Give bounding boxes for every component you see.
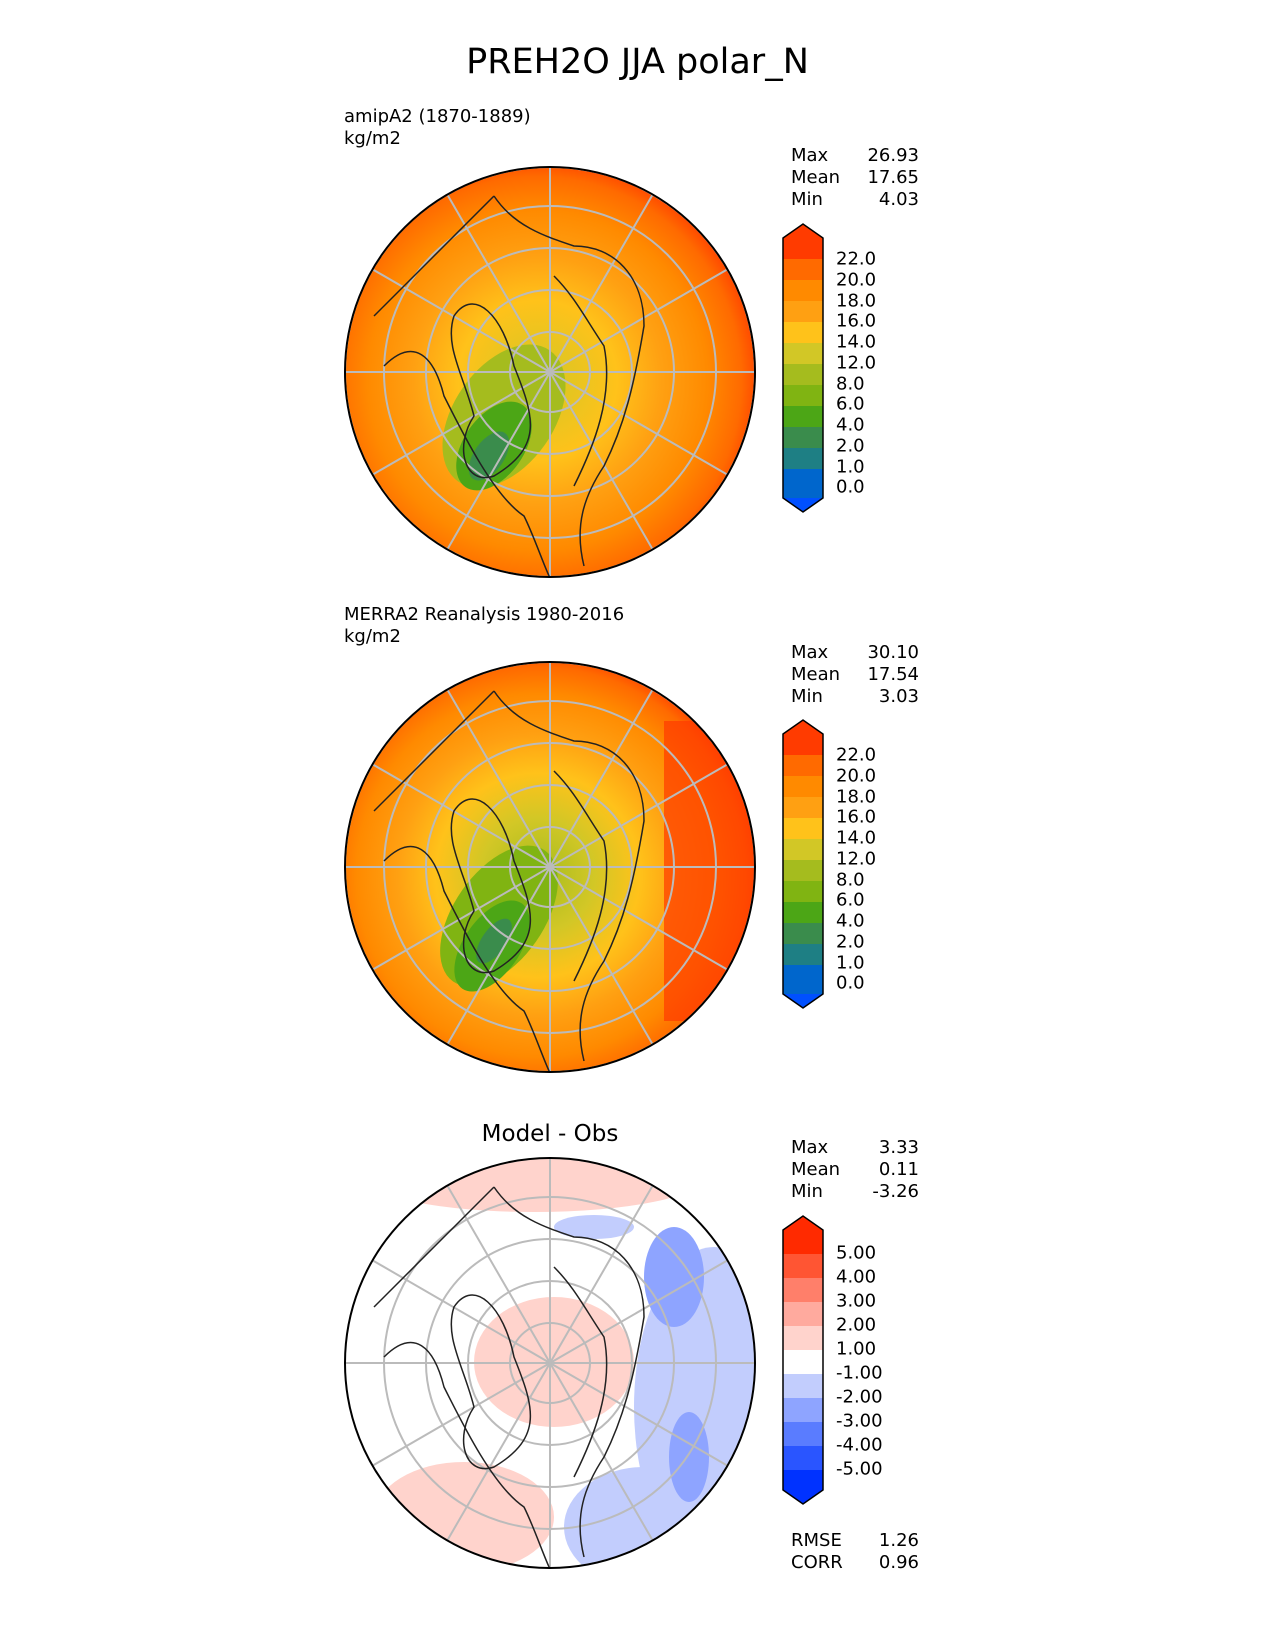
stat-value: 17.54 (867, 664, 919, 685)
stat-label: Mean (791, 664, 841, 685)
colorbar-tick: 14.0 (836, 331, 877, 353)
stat-label: Min (791, 1181, 823, 1202)
colorbar-tick: 4.0 (836, 910, 865, 932)
stat-label: Max (791, 1137, 829, 1158)
panel-2-label: MERRA2 Reanalysis 1980-2016 (344, 604, 625, 625)
panel-1-label: amipA2 (1870-1889) (344, 106, 531, 127)
colorbar-tick: -4.00 (836, 1434, 883, 1456)
colorbar-tick: 0.0 (836, 972, 865, 994)
panel-1-colorbar (782, 223, 824, 513)
stat-value: 26.93 (867, 145, 919, 166)
colorbar-tick: 2.0 (836, 931, 865, 953)
colorbar-tick: 1.00 (836, 1338, 877, 1360)
colorbar-tick: 6.0 (836, 889, 865, 911)
panel-3-metrics: RMSE 1.26 CORR 0.96 (791, 1530, 919, 1574)
colorbar-tick: 2.00 (836, 1314, 877, 1336)
stat-label: Min (791, 189, 823, 210)
colorbar-tick: 16.0 (836, 806, 877, 828)
stat-label: Min (791, 686, 823, 707)
colorbar-tick: 14.0 (836, 827, 877, 849)
panel-2-units: kg/m2 (344, 626, 401, 647)
colorbar-tick: 2.0 (836, 435, 865, 457)
panel-1-stats: Max 26.93 Mean 17.65 Min 4.03 (791, 145, 919, 211)
metric-label: RMSE (791, 1530, 842, 1551)
figure-title: PREH2O JJA polar_N (466, 42, 809, 82)
panel-2-stats: Max 30.10 Mean 17.54 Min 3.03 (791, 642, 919, 708)
colorbar-tick: 22.0 (836, 248, 877, 270)
stat-label: Max (791, 642, 829, 663)
stat-label: Mean (791, 167, 841, 188)
colorbar-tick: 20.0 (836, 269, 877, 291)
colorbar-tick: 4.00 (836, 1266, 877, 1288)
stat-value: 0.11 (878, 1159, 919, 1180)
colorbar-tick: 8.0 (836, 373, 865, 395)
colorbar-tick: 0.0 (836, 476, 865, 498)
panel-1-units: kg/m2 (344, 128, 401, 149)
colorbar-tick: 20.0 (836, 765, 877, 787)
panel-3-colorbar (782, 1215, 824, 1505)
colorbar-tick: 16.0 (836, 310, 877, 332)
colorbar-tick: 22.0 (836, 744, 877, 766)
panel-3-title: Model - Obs (481, 1121, 619, 1147)
colorbar-tick: 18.0 (836, 786, 877, 808)
colorbar-tick: 8.0 (836, 869, 865, 891)
panel-3-polar-map (344, 1157, 756, 1569)
colorbar-tick: -1.00 (836, 1362, 883, 1384)
metric-label: CORR (791, 1552, 843, 1573)
colorbar-tick: -3.00 (836, 1410, 883, 1432)
metric-value: 1.26 (878, 1530, 919, 1551)
metric-value: 0.96 (878, 1552, 919, 1573)
stat-value: 30.10 (867, 642, 919, 663)
stat-label: Mean (791, 1159, 841, 1180)
colorbar-tick: 18.0 (836, 290, 877, 312)
colorbar-tick: 5.00 (836, 1242, 877, 1264)
colorbar-tick: -2.00 (836, 1386, 883, 1408)
panel-3-stats: Max 3.33 Mean 0.11 Min -3.26 (791, 1137, 919, 1203)
colorbar-tick: 4.0 (836, 414, 865, 436)
colorbar-tick: 12.0 (836, 352, 877, 374)
colorbar-tick: 3.00 (836, 1290, 877, 1312)
panel-1-polar-map (344, 166, 756, 578)
panel-2-colorbar (782, 719, 824, 1009)
stat-value: -3.26 (872, 1181, 919, 1202)
stat-value: 4.03 (878, 189, 919, 210)
panel-2-polar-map (344, 661, 756, 1073)
stat-label: Max (791, 145, 829, 166)
stat-value: 3.33 (878, 1137, 919, 1158)
colorbar-tick: 1.0 (836, 456, 865, 478)
stat-value: 17.65 (867, 167, 919, 188)
stat-value: 3.03 (878, 686, 919, 707)
colorbar-tick: -5.00 (836, 1458, 883, 1480)
colorbar-tick: 1.0 (836, 952, 865, 974)
colorbar-tick: 6.0 (836, 393, 865, 415)
colorbar-tick: 12.0 (836, 848, 877, 870)
